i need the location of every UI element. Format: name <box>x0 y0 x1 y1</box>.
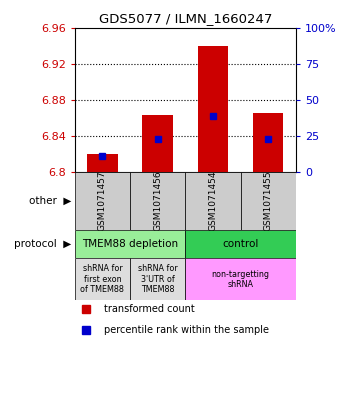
Text: GSM1071457: GSM1071457 <box>98 171 107 231</box>
Bar <box>198 46 228 172</box>
Text: non-targetting
shRNA: non-targetting shRNA <box>211 270 270 289</box>
Text: percentile rank within the sample: percentile rank within the sample <box>103 325 269 335</box>
Text: protocol  ▶: protocol ▶ <box>14 239 71 249</box>
Text: TMEM88 depletion: TMEM88 depletion <box>82 239 178 249</box>
Bar <box>75 259 130 300</box>
Text: control: control <box>222 239 259 249</box>
Bar <box>130 259 185 300</box>
Text: other  ▶: other ▶ <box>29 196 71 206</box>
Bar <box>185 230 296 259</box>
Bar <box>185 172 241 230</box>
Text: GSM1071456: GSM1071456 <box>153 171 162 231</box>
Bar <box>87 154 118 172</box>
Bar <box>185 259 296 300</box>
Text: GSM1071455: GSM1071455 <box>264 171 273 231</box>
Bar <box>130 172 185 230</box>
Bar <box>75 230 185 259</box>
Text: shRNA for
3'UTR of
TMEM88: shRNA for 3'UTR of TMEM88 <box>138 264 177 294</box>
Text: GSM1071454: GSM1071454 <box>208 171 217 231</box>
Bar <box>241 172 296 230</box>
Bar <box>142 115 173 172</box>
Bar <box>253 113 283 172</box>
Title: GDS5077 / ILMN_1660247: GDS5077 / ILMN_1660247 <box>99 12 272 25</box>
Text: transformed count: transformed count <box>103 305 194 314</box>
Text: shRNA for
first exon
of TMEM88: shRNA for first exon of TMEM88 <box>81 264 124 294</box>
Bar <box>75 172 130 230</box>
